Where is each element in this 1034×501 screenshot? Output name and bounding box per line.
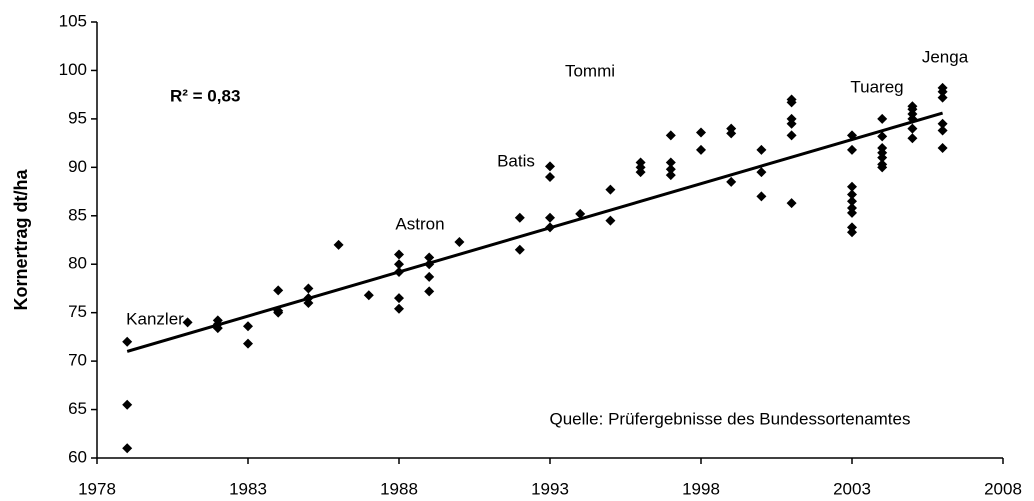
- point: [786, 97, 797, 108]
- point: [243, 321, 253, 332]
- point: [545, 212, 555, 223]
- point: [877, 162, 888, 173]
- annotation: Tommi: [565, 61, 615, 80]
- point: [877, 152, 888, 163]
- y-tick-label: 80: [68, 254, 87, 273]
- point: [273, 307, 284, 318]
- y-tick-label: 90: [68, 157, 87, 176]
- x-tick-label: 1988: [380, 479, 418, 498]
- point: [847, 196, 857, 207]
- point: [665, 157, 676, 168]
- point: [394, 303, 404, 314]
- x-tick-label: 1983: [229, 479, 267, 498]
- point: [545, 172, 555, 183]
- y-tick-label: 70: [68, 351, 87, 370]
- point: [847, 189, 857, 200]
- annotation: Kanzler: [126, 309, 184, 328]
- point: [363, 290, 374, 301]
- x-tick-label: 2003: [833, 479, 871, 498]
- trend-line: [126, 111, 944, 353]
- y-axis-label: Kornertrag dt/ha: [11, 169, 31, 311]
- point: [605, 184, 616, 195]
- y-tick-label: 105: [59, 11, 87, 30]
- point: [394, 259, 404, 270]
- point: [756, 144, 767, 155]
- x-tick-label: 1998: [682, 479, 720, 498]
- annotation: Quelle: Prüfergebnisse des Bundessortena…: [550, 409, 911, 428]
- point: [877, 113, 888, 124]
- point: [454, 236, 465, 247]
- y-tick-label: 95: [68, 108, 87, 127]
- y-tick-label: 100: [59, 60, 87, 79]
- point: [696, 144, 706, 155]
- point: [394, 249, 404, 260]
- point: [726, 128, 737, 139]
- point: [514, 244, 525, 255]
- point: [243, 338, 253, 349]
- point: [937, 118, 948, 129]
- point: [847, 207, 857, 218]
- x-tick-label: 2008: [984, 479, 1022, 498]
- annotation: Jenga: [922, 47, 969, 66]
- point: [514, 212, 525, 223]
- point: [726, 176, 737, 187]
- x-tick-label: 1993: [531, 479, 569, 498]
- point: [665, 164, 676, 175]
- point: [847, 144, 857, 155]
- point: [273, 285, 284, 296]
- point: [424, 252, 435, 263]
- point: [635, 167, 646, 178]
- point: [907, 123, 918, 134]
- point: [424, 286, 435, 297]
- point: [545, 161, 555, 172]
- point: [907, 133, 918, 144]
- point: [122, 399, 133, 410]
- point: [665, 130, 676, 141]
- point: [756, 191, 767, 202]
- y-tick-label: 60: [68, 447, 87, 466]
- y-tick-label: 65: [68, 399, 87, 418]
- point: [394, 293, 404, 304]
- annotation: Batis: [497, 151, 535, 170]
- point: [756, 167, 767, 178]
- point: [786, 130, 797, 141]
- point: [937, 142, 948, 153]
- point: [122, 336, 133, 347]
- point: [847, 181, 857, 192]
- y-tick-label: 85: [68, 205, 87, 224]
- point: [937, 125, 948, 136]
- point: [122, 443, 133, 454]
- point: [937, 86, 948, 97]
- y-tick-label: 75: [68, 302, 87, 321]
- x-tick-label: 1978: [78, 479, 116, 498]
- point: [424, 271, 435, 282]
- point: [786, 118, 797, 129]
- point: [665, 170, 676, 181]
- point: [182, 317, 193, 328]
- point: [575, 208, 586, 219]
- point: [847, 227, 857, 238]
- point: [937, 92, 948, 103]
- annotation: Tuareg: [850, 77, 903, 96]
- point: [696, 127, 706, 138]
- point: [303, 283, 314, 294]
- annotation: Astron: [395, 214, 444, 233]
- point: [786, 198, 797, 209]
- point: [877, 131, 888, 142]
- annotation: R² = 0,83: [170, 86, 240, 105]
- point: [605, 215, 616, 226]
- point: [333, 239, 344, 250]
